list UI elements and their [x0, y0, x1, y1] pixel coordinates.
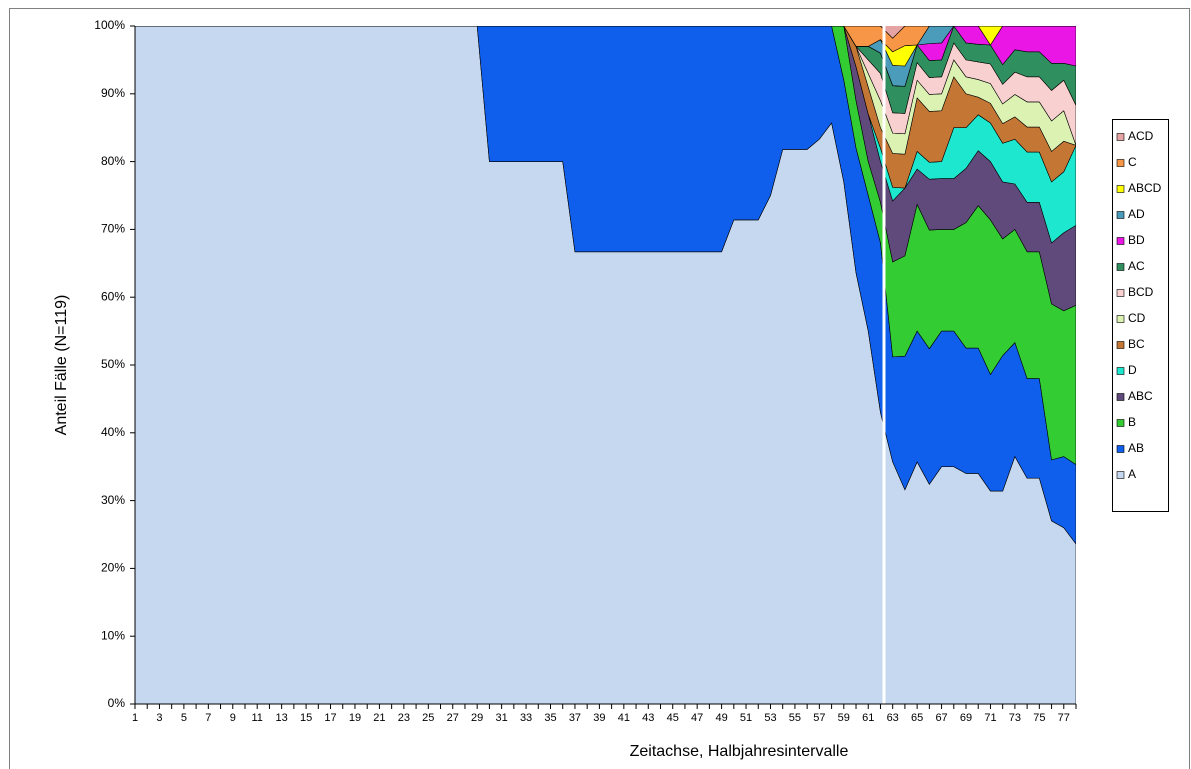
legend-label: CD — [1128, 311, 1146, 325]
legend-swatch — [1116, 367, 1125, 375]
y-tick-label: 40% — [101, 425, 125, 439]
legend-swatch — [1116, 133, 1125, 141]
legend-swatch — [1116, 445, 1125, 453]
area — [135, 26, 1076, 545]
x-tick-label: 17 — [324, 712, 336, 724]
y-tick-label: 10% — [101, 628, 125, 642]
x-tick-label: 59 — [838, 712, 850, 724]
y-tick-label: 30% — [101, 493, 125, 507]
x-tick-label: 3 — [156, 712, 162, 724]
legend-swatch — [1116, 315, 1125, 323]
x-tick-label: 45 — [667, 712, 679, 724]
legend-swatch — [1116, 419, 1125, 427]
x-tick-label: 71 — [984, 712, 996, 724]
legend-label: C — [1128, 155, 1137, 169]
legend-label: AD — [1128, 207, 1145, 221]
x-tick-label: 29 — [471, 712, 483, 724]
area — [135, 26, 1076, 53]
x-tick-label: 49 — [715, 712, 727, 724]
legend-swatch — [1116, 185, 1125, 193]
y-tick-label: 100% — [94, 18, 125, 32]
x-tick-label: 43 — [642, 712, 654, 724]
y-tick-label: 90% — [101, 86, 125, 100]
legend-label: ABC — [1128, 389, 1153, 403]
x-tick-label: 19 — [349, 712, 361, 724]
legend-label: AC — [1128, 259, 1145, 273]
x-tick-label: 53 — [764, 712, 776, 724]
legend-label: D — [1128, 363, 1137, 377]
y-tick-label: 0% — [108, 696, 126, 710]
x-tick-label: 27 — [447, 712, 459, 724]
area — [135, 26, 1076, 466]
x-tick-label: 57 — [813, 712, 825, 724]
legend-label: BC — [1128, 337, 1145, 351]
x-tick-label: 35 — [544, 712, 556, 724]
x-tick-label: 9 — [230, 712, 236, 724]
y-tick-label: 50% — [101, 357, 125, 371]
y-axis-title: Anteil Fälle (N=119) — [53, 295, 70, 436]
plot-area — [135, 26, 1076, 704]
x-tick-label: 39 — [593, 712, 605, 724]
legend-swatch — [1116, 341, 1125, 349]
legend-label: A — [1128, 467, 1136, 481]
x-tick-label: 55 — [789, 712, 801, 724]
area — [135, 26, 1076, 39]
x-tick-label: 31 — [495, 712, 507, 724]
x-tick-label: 47 — [691, 712, 703, 724]
x-tick-label: 75 — [1033, 712, 1045, 724]
x-tick-label: 41 — [618, 712, 630, 724]
y-tick-label: 70% — [101, 222, 125, 236]
x-tick-label: 65 — [911, 712, 923, 724]
x-tick-label: 37 — [569, 712, 581, 724]
x-tick-label: 5 — [181, 712, 187, 724]
legend-swatch — [1116, 393, 1125, 401]
area — [135, 26, 1076, 87]
x-tick-label: 13 — [276, 712, 288, 724]
x-tick-label: 63 — [887, 712, 899, 724]
legend-swatch — [1116, 289, 1125, 297]
x-tick-label: 67 — [935, 712, 947, 724]
x-tick-label: 51 — [740, 712, 752, 724]
legend-label: BD — [1128, 233, 1145, 247]
x-tick-label: 15 — [300, 712, 312, 724]
area — [135, 26, 1076, 67]
y-tick-label: 80% — [101, 154, 125, 168]
y-tick-label: 60% — [101, 289, 125, 303]
x-tick-label: 11 — [251, 712, 262, 724]
legend-swatch — [1116, 211, 1125, 219]
x-tick-label: 61 — [862, 712, 874, 724]
x-tick-label: 77 — [1058, 712, 1070, 724]
legend-swatch — [1116, 159, 1125, 167]
x-tick-label: 7 — [205, 712, 211, 724]
legend-swatch — [1116, 237, 1125, 245]
legend-label: ABCD — [1128, 181, 1162, 195]
x-tick-label: 69 — [960, 712, 972, 724]
x-tick-label: 1 — [132, 712, 138, 724]
x-tick-label: 21 — [373, 712, 385, 724]
y-tick-label: 20% — [101, 561, 125, 575]
x-tick-label: 33 — [520, 712, 532, 724]
x-tick-label: 23 — [398, 712, 410, 724]
legend-swatch — [1116, 263, 1125, 271]
legend-label: B — [1128, 415, 1136, 429]
legend-label: ACD — [1128, 129, 1154, 143]
legend-swatch — [1116, 471, 1125, 479]
frame — [9, 8, 1190, 769]
area — [135, 26, 1076, 704]
legend-label: AB — [1128, 441, 1144, 455]
x-tick-label: 73 — [1009, 712, 1021, 724]
legend-label: BCD — [1128, 285, 1154, 299]
x-axis-title: Zeitachse, Halbjahresintervalle — [630, 743, 849, 760]
x-tick-label: 25 — [422, 712, 434, 724]
